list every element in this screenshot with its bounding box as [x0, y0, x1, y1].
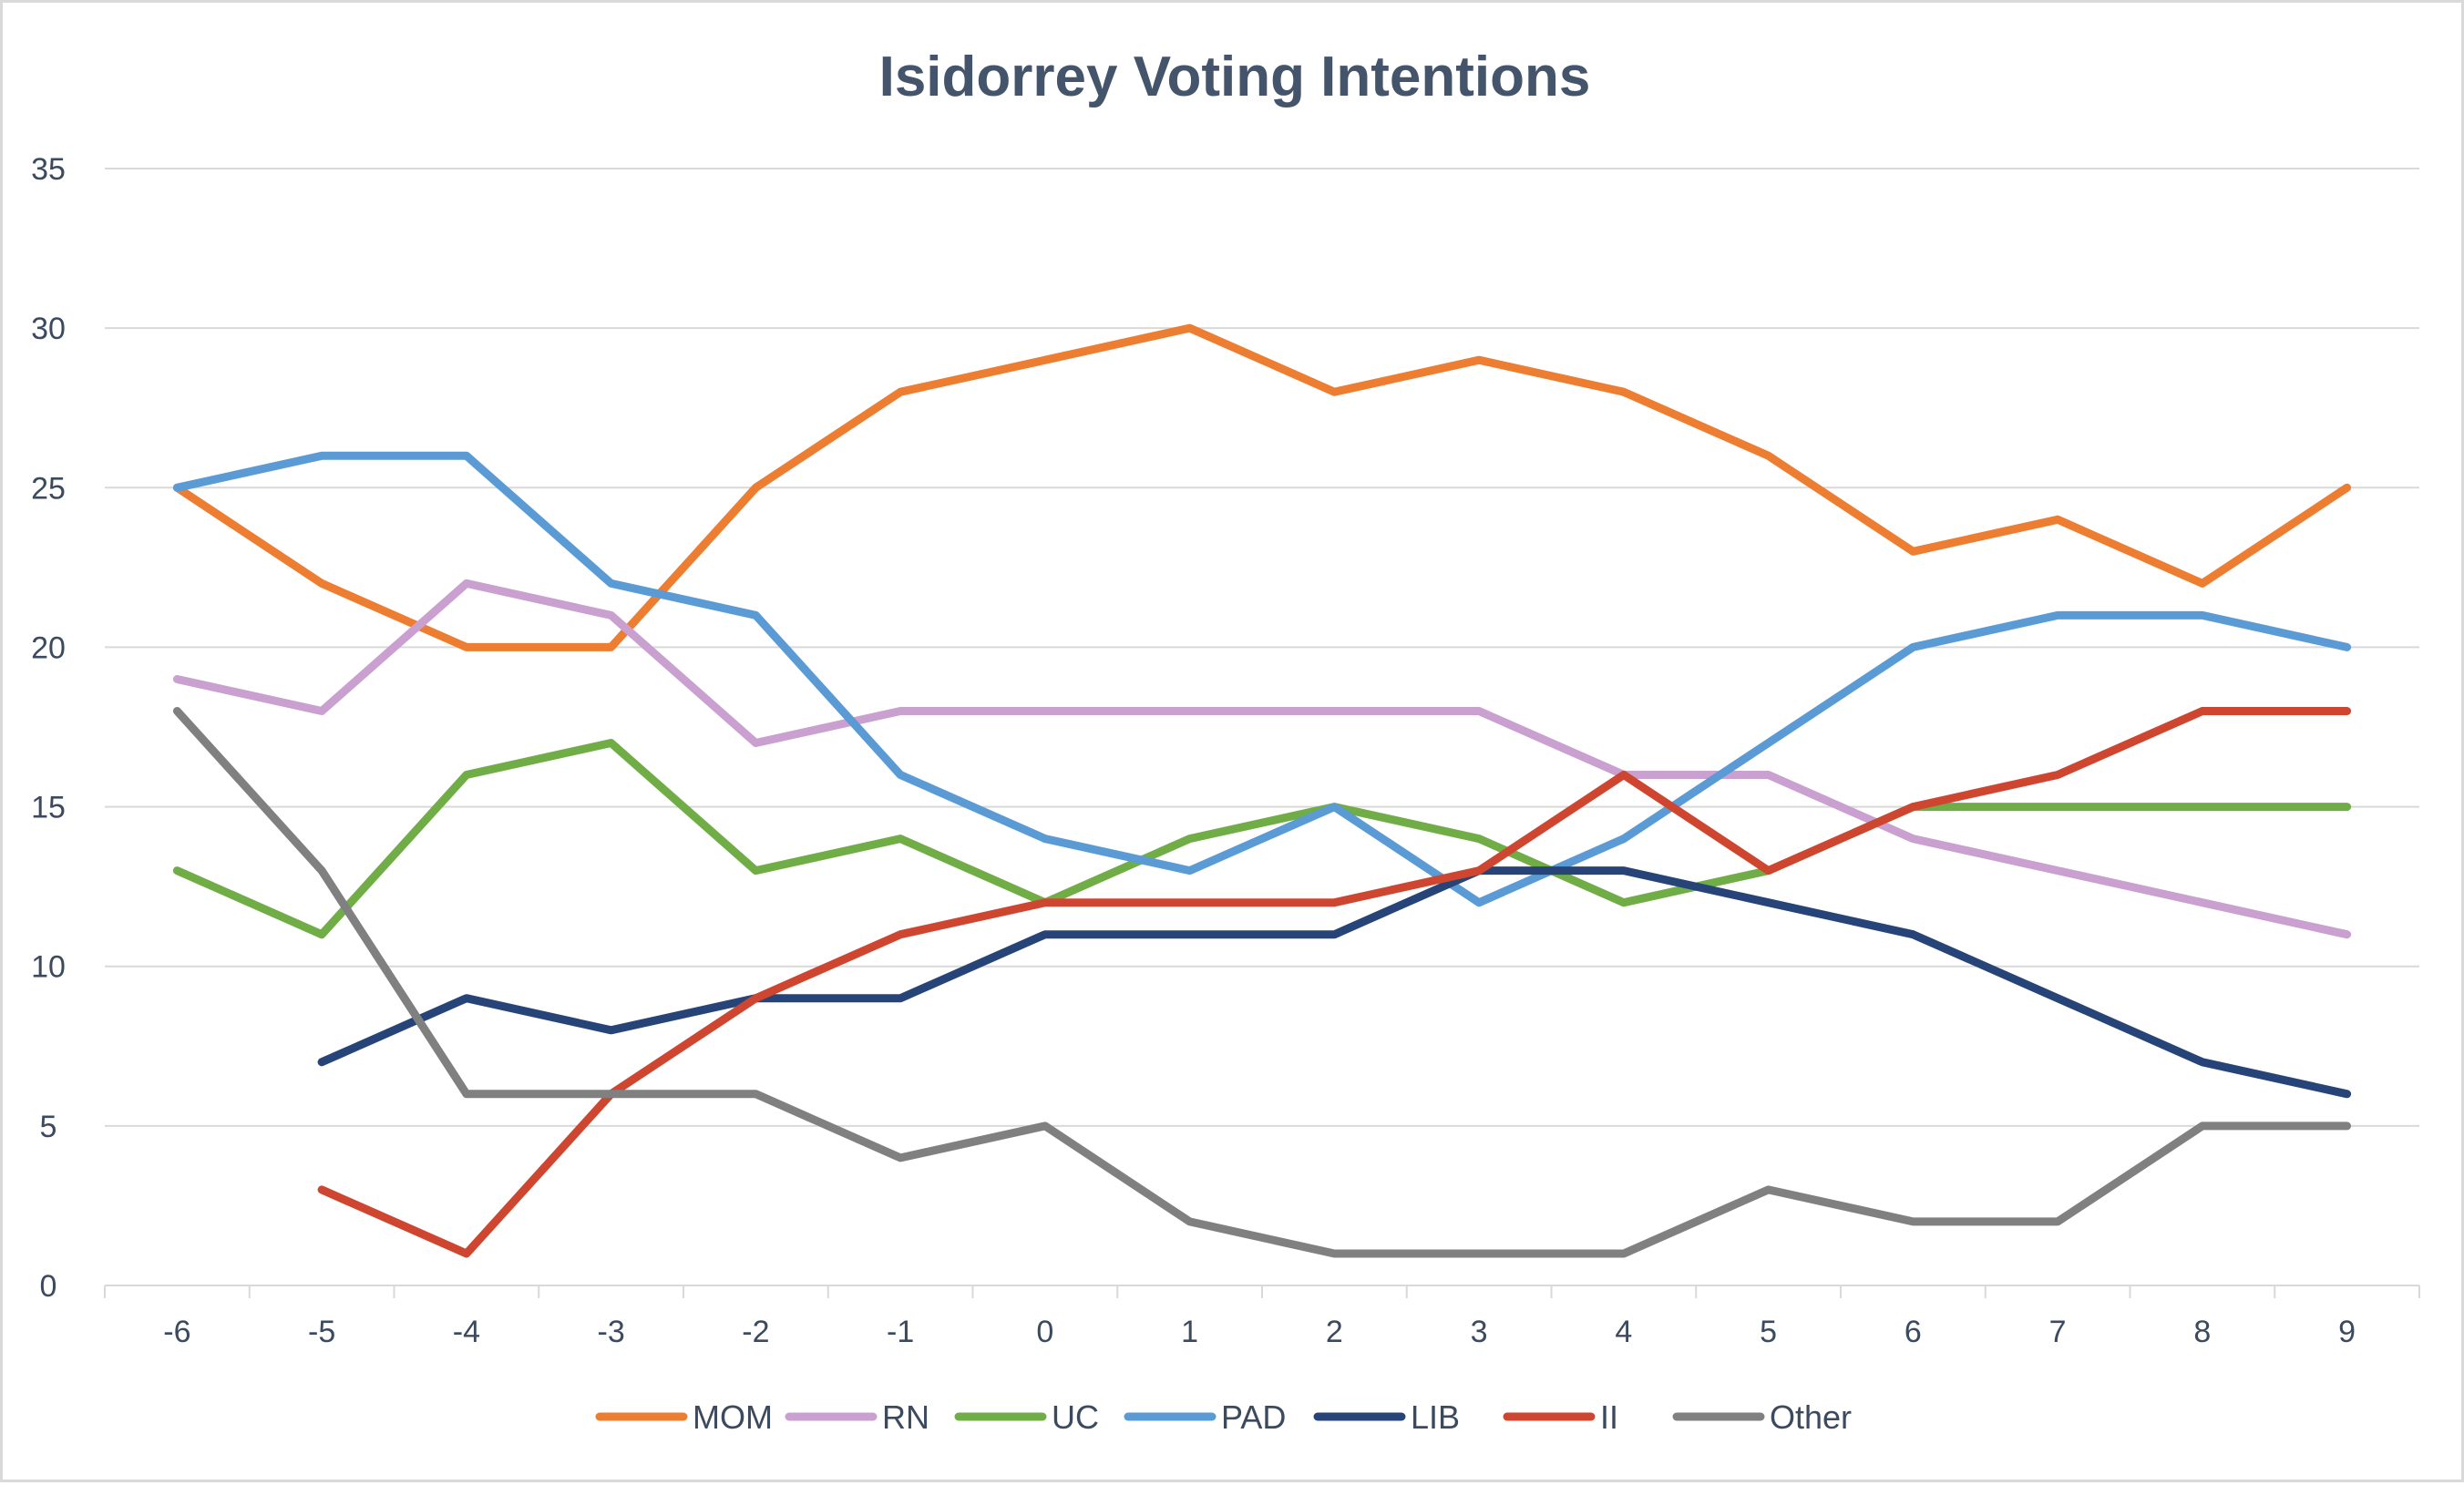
x-tick-label: 1 — [1181, 1315, 1198, 1349]
series-line-pad — [172, 451, 2352, 907]
x-tick-label: -4 — [453, 1315, 480, 1349]
x-tick-label: -3 — [598, 1315, 625, 1349]
y-axis: 0 5 10 15 20 25 30 35 — [31, 152, 66, 1304]
legend-label-mom: MOM — [693, 1398, 773, 1436]
y-tick-label: 15 — [31, 791, 66, 825]
series-line-lib — [317, 866, 2352, 1099]
x-tick-label: 3 — [1471, 1315, 1488, 1349]
y-tick-label: 5 — [40, 1110, 57, 1144]
series-line-rn — [172, 579, 2352, 939]
series-line-other — [172, 707, 2352, 1258]
legend-label-other: Other — [1770, 1398, 1852, 1436]
x-tick-label: -2 — [742, 1315, 769, 1349]
legend: MOM RN UC PAD LIB II Other — [595, 1398, 1852, 1436]
x-tick-label: -6 — [163, 1315, 190, 1349]
series-lines — [172, 323, 2352, 1258]
x-tick-label: 0 — [1036, 1315, 1053, 1349]
legend-label-pad: PAD — [1221, 1398, 1286, 1436]
x-tick-label: 8 — [2193, 1315, 2211, 1349]
legend-label-rn: RN — [882, 1398, 929, 1436]
x-tick-label: 5 — [1760, 1315, 1777, 1349]
legend-label-uc: UC — [1052, 1398, 1099, 1436]
x-axis: -6 -5 -4 -3 -2 -1 0 1 2 3 4 5 6 7 8 9 — [104, 1285, 2420, 1349]
x-tick-label: -1 — [887, 1315, 914, 1349]
y-tick-label: 35 — [31, 152, 66, 187]
x-tick-label: 4 — [1615, 1315, 1632, 1349]
y-tick-label: 30 — [31, 312, 66, 346]
series-line-mom — [172, 323, 2352, 651]
gridlines — [105, 168, 2419, 1127]
y-tick-label: 0 — [40, 1269, 57, 1304]
legend-label-ii: II — [1600, 1398, 1618, 1436]
line-chart: Isidorrey Voting Intentions 051015202530… — [31, 46, 2420, 1436]
y-tick-label: 25 — [31, 471, 66, 506]
y-tick-label: 20 — [31, 630, 66, 665]
x-tick-label: -5 — [308, 1315, 335, 1349]
y-tick-label: 10 — [31, 950, 66, 985]
series-line-ii — [317, 707, 2352, 1258]
chart-title: Isidorrey Voting Intentions — [879, 46, 1591, 108]
x-tick-label: 6 — [1904, 1315, 1922, 1349]
x-tick-label: 9 — [2338, 1315, 2356, 1349]
x-tick-label: 7 — [2049, 1315, 2067, 1349]
x-tick-label: 2 — [1326, 1315, 1343, 1349]
series-line-uc — [172, 739, 2352, 939]
legend-label-lib: LIB — [1411, 1398, 1460, 1436]
